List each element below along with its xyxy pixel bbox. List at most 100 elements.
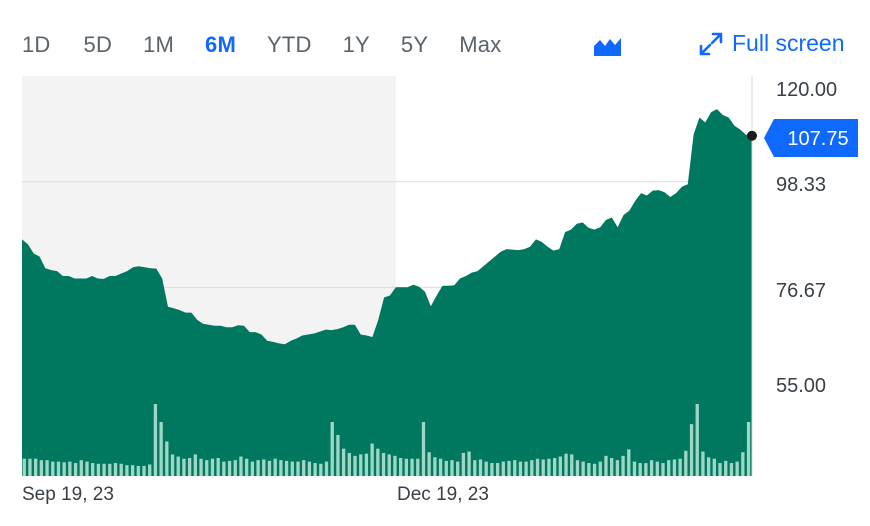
volume-bar xyxy=(610,458,614,476)
volume-bar xyxy=(433,457,437,476)
x-tick-label: Sep 19, 23 xyxy=(22,484,114,505)
volume-bar xyxy=(222,461,226,476)
volume-bar xyxy=(279,460,283,476)
volume-bar xyxy=(501,461,505,476)
volume-bar xyxy=(199,458,203,476)
volume-bar xyxy=(273,458,277,476)
volume-bar xyxy=(706,457,711,476)
volume-bar xyxy=(136,465,140,476)
volume-bars xyxy=(22,404,751,476)
volume-bar xyxy=(478,459,483,476)
volume-bar xyxy=(187,458,192,476)
volume-bar xyxy=(341,448,346,476)
volume-bar xyxy=(427,452,431,476)
volume-bar xyxy=(467,451,471,476)
volume-bar xyxy=(604,455,608,476)
volume-bar xyxy=(319,463,323,476)
volume-bar xyxy=(513,460,517,476)
range-5d-button[interactable]: 5D xyxy=(83,32,113,57)
volume-bar xyxy=(632,461,637,476)
range-ytd-button[interactable]: YTD xyxy=(267,32,312,57)
volume-bar xyxy=(524,461,528,476)
volume-bar xyxy=(227,460,232,476)
volume-bar xyxy=(73,463,78,476)
range-1y-button[interactable]: 1Y xyxy=(342,32,370,57)
range-max-button[interactable]: Max xyxy=(459,32,502,57)
y-tick-label: 55.00 xyxy=(776,375,827,397)
y-tick-label: 120.00 xyxy=(776,79,838,101)
volume-bar xyxy=(518,461,523,476)
y-tick-label: 98.33 xyxy=(776,174,827,196)
mountain-chart-icon xyxy=(594,38,621,56)
volume-bar xyxy=(701,451,705,476)
range-6m-button[interactable]: 6M xyxy=(205,32,236,57)
volume-bar xyxy=(746,422,751,476)
volume-bar xyxy=(153,404,158,476)
volume-bar xyxy=(661,463,665,476)
volume-bar xyxy=(22,458,26,476)
volume-bar xyxy=(307,461,312,476)
volume-bar xyxy=(393,455,397,476)
volume-bar xyxy=(119,463,123,476)
volume-bar xyxy=(410,458,414,476)
volume-bar xyxy=(381,452,386,476)
volume-bar xyxy=(570,454,574,476)
volume-bar xyxy=(724,460,728,476)
fullscreen-button[interactable]: Full screen xyxy=(698,30,844,57)
chart-type-button[interactable] xyxy=(593,36,623,58)
volume-bar xyxy=(444,460,448,476)
volume-bar xyxy=(684,450,688,476)
volume-bar xyxy=(250,461,255,476)
volume-bar xyxy=(256,460,260,476)
volume-bar xyxy=(456,461,460,476)
volume-bar xyxy=(313,463,317,476)
volume-bar xyxy=(108,463,112,476)
volume-bar xyxy=(592,463,597,476)
volume-bar xyxy=(689,424,694,476)
volume-bar xyxy=(193,454,197,476)
volume-bar xyxy=(113,463,118,476)
volume-bar xyxy=(364,453,369,476)
current-price-value: 107.75 xyxy=(787,128,848,150)
volume-bar xyxy=(245,458,249,476)
volume-bar xyxy=(182,458,186,476)
volume-bar xyxy=(495,463,500,476)
range-5y-button[interactable]: 5Y xyxy=(400,32,429,57)
volume-bar xyxy=(302,460,306,476)
volume-bar xyxy=(735,461,739,476)
volume-bar xyxy=(507,460,511,476)
volume-bar xyxy=(649,460,654,476)
volume-bar xyxy=(638,463,642,476)
volume-bar xyxy=(695,404,699,476)
range-1d-button[interactable]: 1D xyxy=(22,32,51,57)
volume-bar xyxy=(644,463,648,476)
price-area xyxy=(22,109,752,477)
volume-bar xyxy=(741,452,745,476)
volume-bar xyxy=(729,463,734,476)
volume-bar xyxy=(267,460,272,476)
volume-bar xyxy=(376,448,380,476)
y-tick-label: 76.67 xyxy=(776,280,827,302)
volume-bar xyxy=(359,454,363,476)
volume-bar xyxy=(370,443,374,476)
volume-bar xyxy=(353,455,357,476)
volume-bar xyxy=(39,460,44,476)
volume-bar xyxy=(148,464,152,476)
volume-bar xyxy=(130,465,135,476)
volume-bar xyxy=(421,422,426,476)
x-tick-label: Dec 19, 23 xyxy=(397,484,489,505)
volume-bar xyxy=(347,452,351,476)
volume-bar xyxy=(176,456,180,476)
volume-bar xyxy=(96,463,101,476)
volume-bar xyxy=(290,461,294,476)
volume-bar xyxy=(45,460,49,476)
volume-bar xyxy=(216,458,220,476)
volume-bar xyxy=(34,458,38,476)
volume-bar xyxy=(667,460,671,476)
volume-bar xyxy=(672,459,677,476)
volume-bar xyxy=(416,458,420,476)
volume-bar xyxy=(535,458,540,476)
range-1m-button[interactable]: 1M xyxy=(143,32,175,57)
volume-bar xyxy=(284,460,289,476)
